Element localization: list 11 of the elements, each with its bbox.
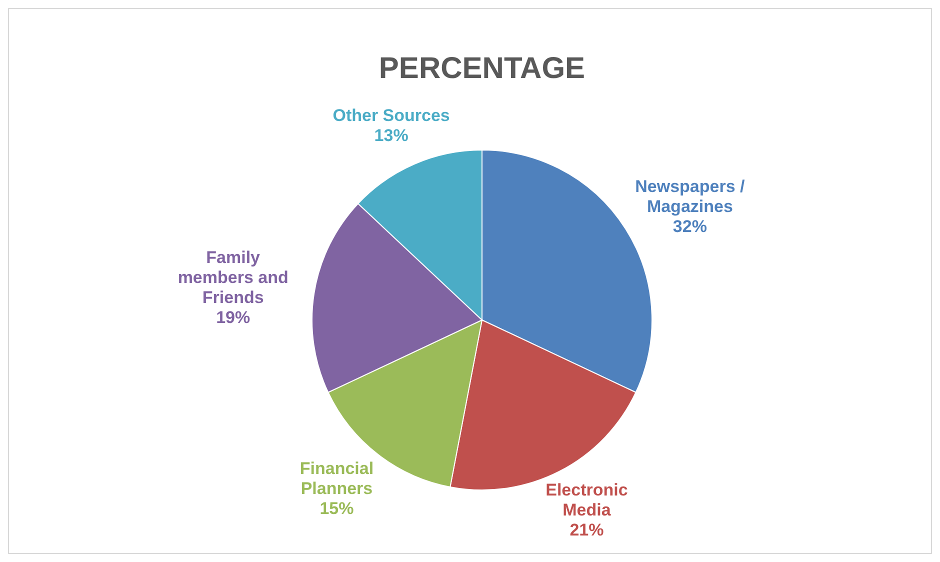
- slice-label: Other Sources: [332, 106, 450, 125]
- slice-label: Financial Planners: [300, 458, 374, 498]
- data-label: 15%: [320, 498, 354, 518]
- data-label: 19%: [216, 308, 250, 327]
- slice-label: Family members and Friends: [178, 248, 288, 307]
- slice-label: Electronic Media: [546, 480, 628, 520]
- chart-title: PERCENTAGE: [378, 52, 586, 85]
- data-label: 13%: [374, 126, 408, 145]
- slice-label: Newspapers / Magazines: [635, 177, 746, 216]
- data-label: 32%: [672, 217, 707, 236]
- data-label: 21%: [570, 520, 604, 540]
